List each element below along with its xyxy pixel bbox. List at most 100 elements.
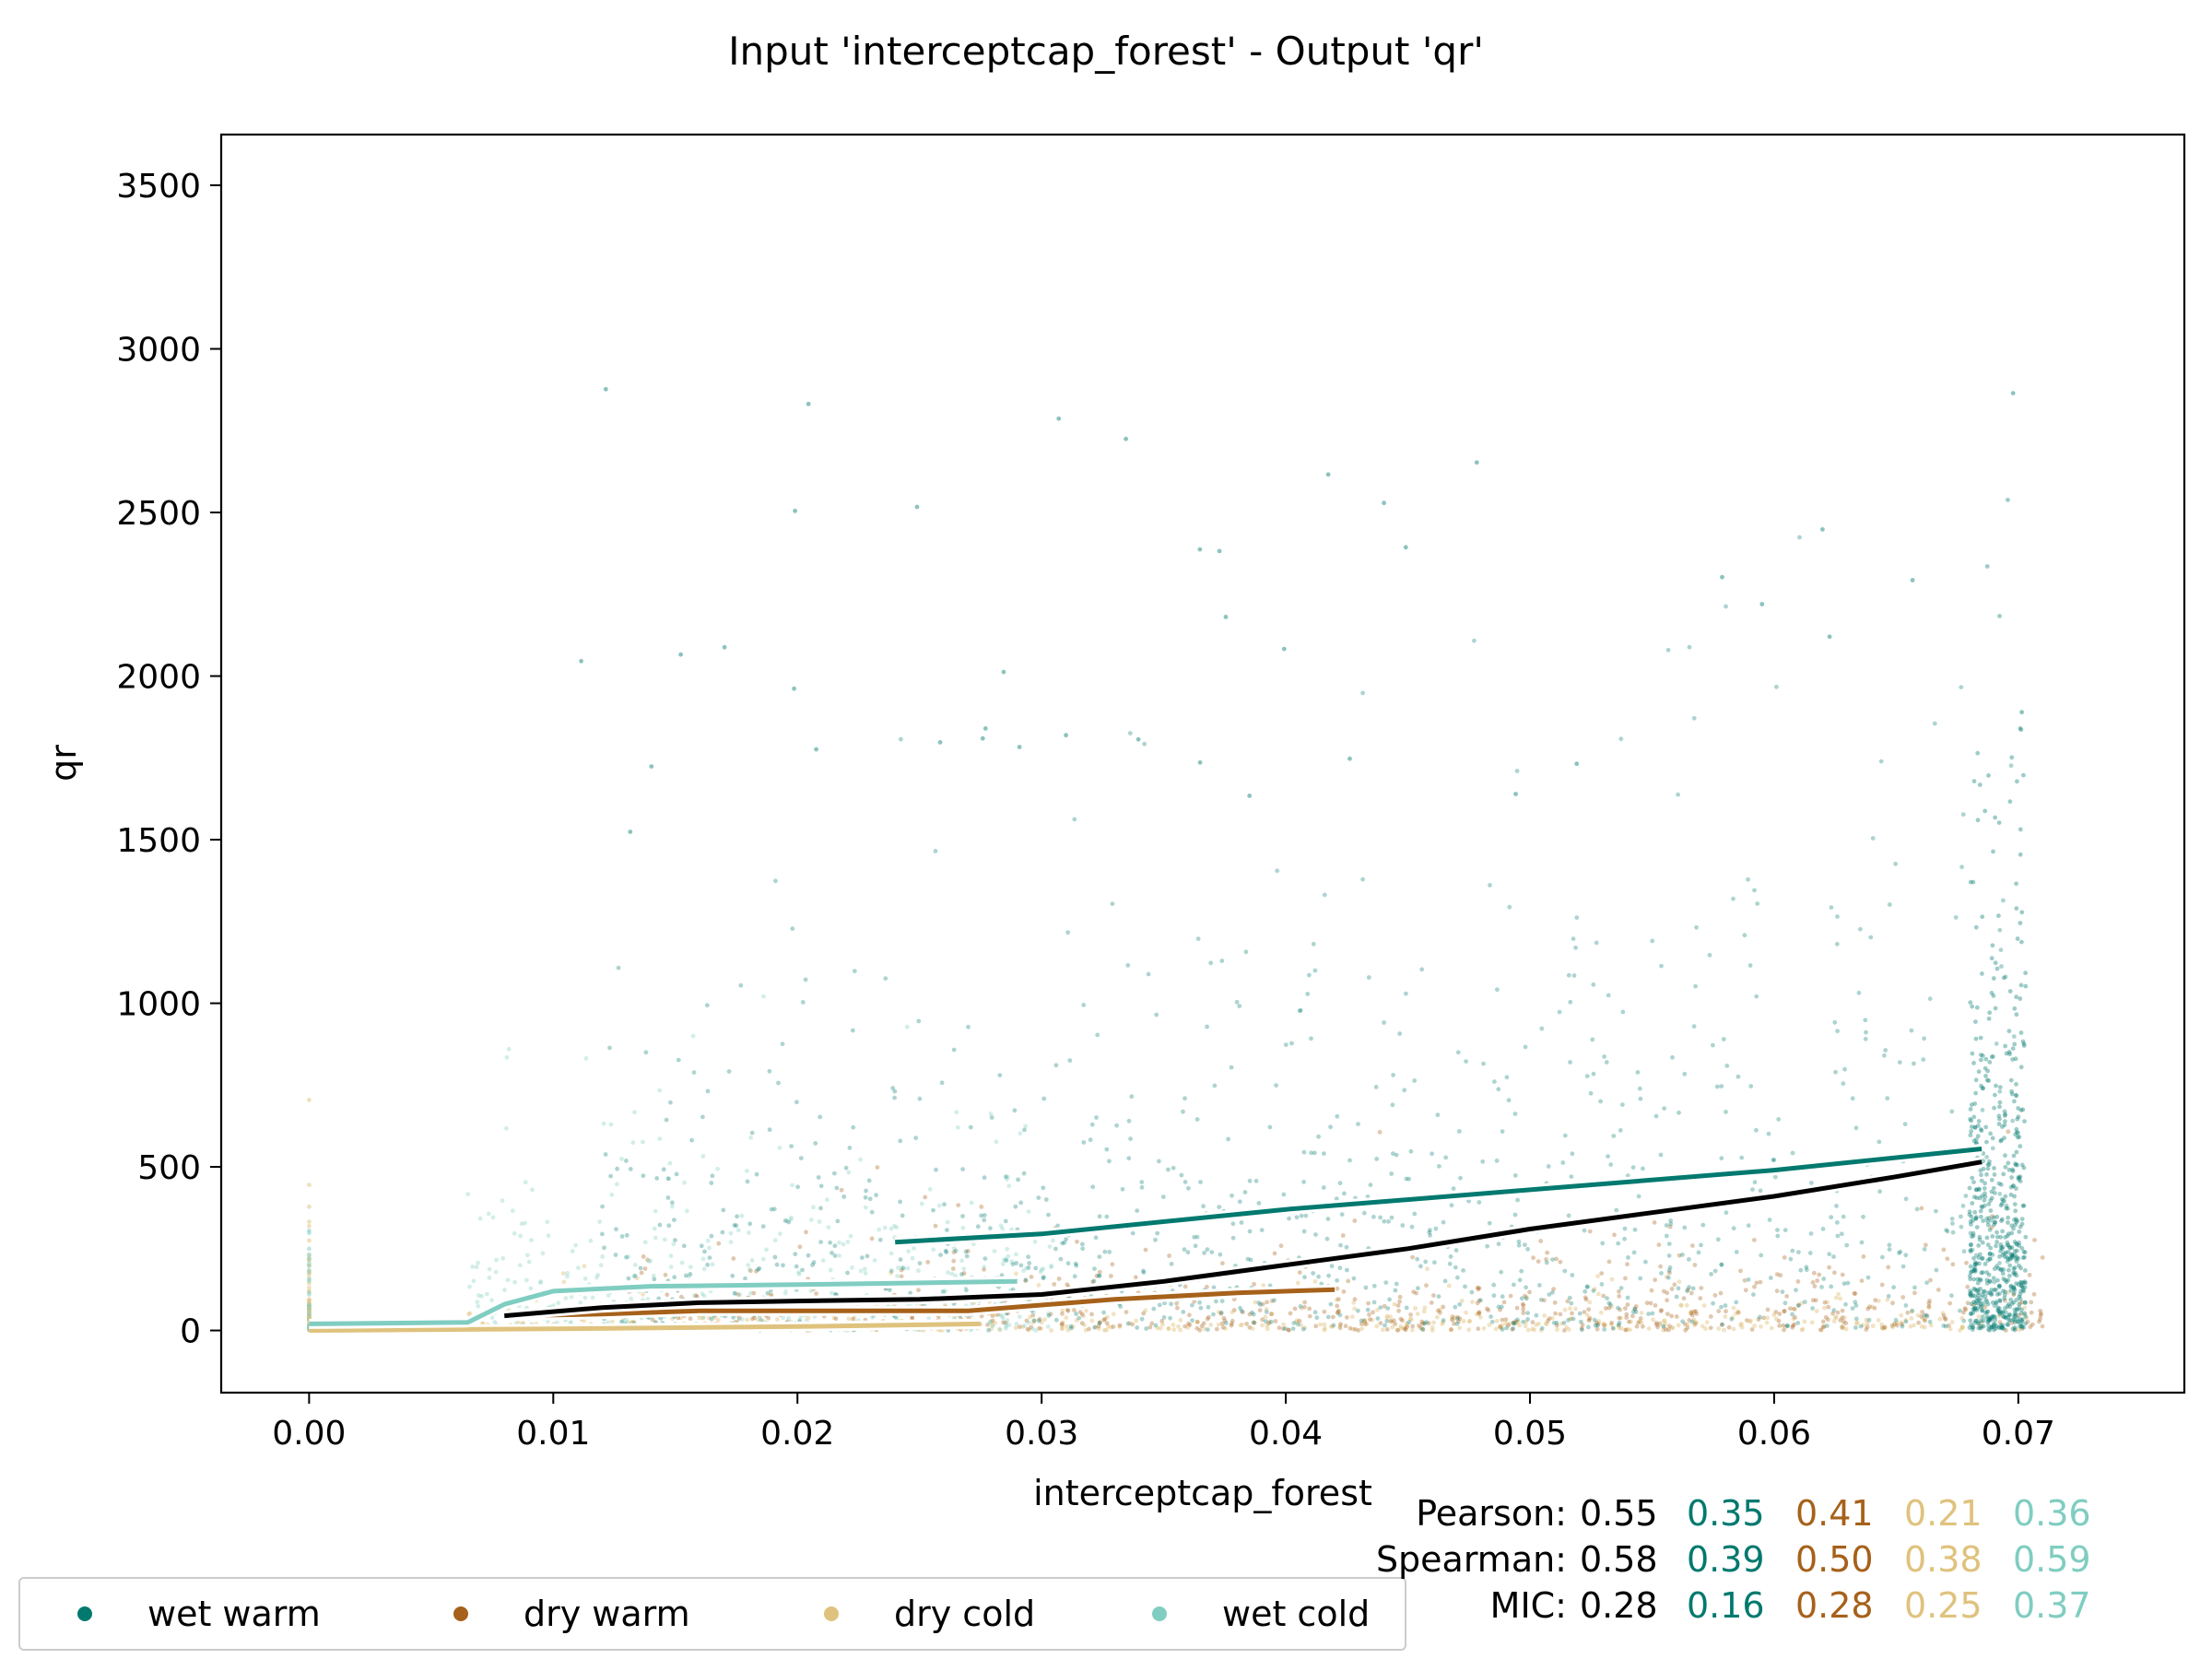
scatter-point	[2009, 1252, 2015, 1257]
scatter-point	[1752, 1180, 1758, 1185]
scatter-point	[1991, 1185, 1996, 1191]
scatter-point	[1739, 1321, 1744, 1326]
scatter-point	[476, 1303, 481, 1309]
scatter-point	[1511, 1321, 1516, 1325]
scatter-point	[307, 1264, 312, 1268]
scatter-point	[1618, 1326, 1624, 1331]
scatter-point	[2003, 1043, 2008, 1049]
scatter-point	[931, 1247, 936, 1253]
scatter-point	[1859, 1278, 1865, 1283]
scatter-point	[608, 1173, 613, 1179]
scatter-point	[1450, 1314, 1455, 1320]
scatter-point	[2002, 1109, 2007, 1114]
scatter-point	[1450, 1317, 1454, 1323]
scatter-point	[1256, 1201, 1262, 1206]
scatter-point	[1101, 1327, 1107, 1333]
scatter-point	[516, 1320, 522, 1325]
scatter-point	[800, 1267, 805, 1273]
scatter-point	[1377, 1130, 1382, 1135]
scatter-point	[1755, 901, 1760, 906]
scatter-point	[1339, 1212, 1345, 1217]
scatter-point	[923, 1194, 928, 1200]
scatter-point	[594, 1275, 599, 1280]
scatter-point	[2013, 1313, 2018, 1319]
scatter-point	[1990, 1135, 1995, 1141]
scatter-point	[1018, 1200, 1024, 1206]
scatter-point	[1185, 1325, 1191, 1330]
scatter-point	[1724, 1110, 1728, 1114]
scatter-point	[1496, 1241, 1501, 1247]
scatter-point	[960, 1167, 965, 1171]
scatter-point	[1974, 1261, 1980, 1266]
scatter-point	[1980, 1053, 1985, 1058]
scatter-point	[688, 1265, 693, 1269]
scatter-point	[1971, 1218, 1976, 1223]
scatter-point	[1967, 1325, 1972, 1330]
scatter-point	[1668, 1221, 1674, 1227]
scatter-point	[913, 1135, 919, 1141]
scatter-point	[1393, 1288, 1398, 1293]
scatter-point	[900, 1265, 906, 1271]
scatter-point	[1758, 1314, 1762, 1320]
scatter-point	[1963, 1194, 1969, 1198]
scatter-point	[1023, 1124, 1029, 1129]
scatter-point	[2018, 1265, 2024, 1271]
scatter-point	[1477, 1311, 1481, 1315]
scatter-point	[1388, 1314, 1394, 1319]
scatter-point	[1297, 1270, 1302, 1275]
scatter-point	[307, 1258, 312, 1263]
scatter-point	[988, 1112, 994, 1116]
scatter-point	[1922, 1247, 1927, 1252]
scatter-point	[1719, 1322, 1724, 1327]
scatter-point	[1987, 1227, 1993, 1232]
scatter-point	[1568, 1306, 1572, 1312]
scatter-point	[565, 1271, 571, 1276]
scatter-point	[1553, 1311, 1558, 1316]
scatter-point	[1077, 1310, 1083, 1314]
scatter-point	[1033, 1328, 1039, 1333]
scatter-point	[1873, 1298, 1878, 1303]
scatter-point	[1844, 1242, 1850, 1248]
scatter-point	[1107, 1250, 1112, 1254]
scatter-point	[537, 1280, 543, 1286]
scatter-point	[1493, 1326, 1499, 1332]
scatter-point	[1101, 1310, 1106, 1315]
scatter-point	[2012, 1307, 2018, 1312]
scatter-point	[2023, 1313, 2029, 1319]
scatter-point	[1912, 1290, 1917, 1296]
scatter-point	[1583, 1297, 1589, 1302]
scatter-point	[1268, 1319, 1274, 1324]
scatter-point	[1971, 779, 1977, 783]
scatter-point	[806, 1253, 811, 1258]
scatter-point	[1459, 1299, 1465, 1303]
scatter-point	[1882, 1053, 1887, 1058]
scatter-point	[1968, 1318, 1973, 1324]
scatter-point	[1994, 1264, 1999, 1269]
scatter-point	[990, 1323, 995, 1328]
scatter-point	[1546, 1318, 1550, 1324]
scatter-point	[1998, 1267, 2004, 1273]
scatter-point	[1903, 1317, 1909, 1323]
scatter-point	[1970, 1327, 1975, 1332]
scatter-point	[2018, 1311, 2024, 1316]
scatter-point	[1006, 1183, 1012, 1189]
scatter-point	[1665, 647, 1671, 653]
scatter-point	[789, 1144, 794, 1148]
scatter-point	[1287, 1327, 1291, 1333]
scatter-point	[1081, 1313, 1086, 1319]
scatter-point	[1996, 1181, 2002, 1186]
scatter-point	[942, 1202, 947, 1207]
scatter-point	[1915, 1312, 1921, 1318]
scatter-point	[1959, 865, 1965, 870]
scatter-point	[2001, 975, 2006, 981]
scatter-point	[2016, 1114, 2021, 1120]
scatter-point	[888, 1251, 894, 1256]
scatter-point	[898, 1257, 903, 1262]
x-tick-label: 0.02	[760, 1415, 834, 1453]
scatter-point	[2018, 1324, 2024, 1329]
scatter-point	[504, 1054, 510, 1060]
scatter-point	[643, 1050, 649, 1055]
scatter-point	[1981, 1218, 1986, 1223]
scatter-point	[1016, 1177, 1020, 1182]
scatter-point	[737, 1292, 743, 1298]
